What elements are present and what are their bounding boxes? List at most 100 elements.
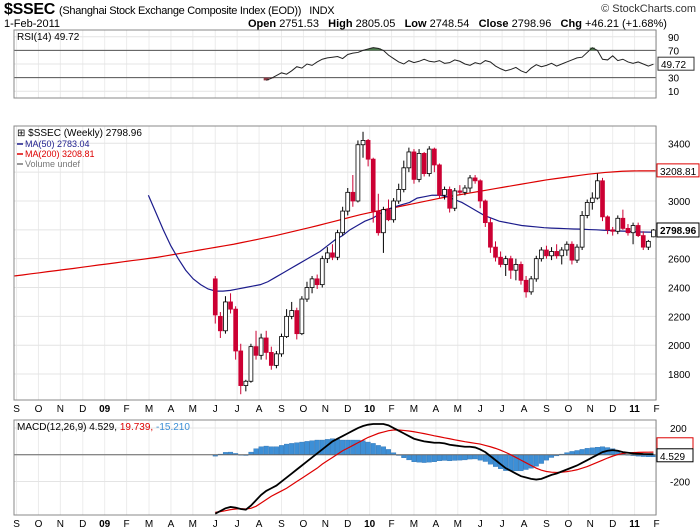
- macd-hist-bar: [518, 454, 524, 472]
- candle-body: [304, 287, 310, 300]
- macd-hist-bar: [442, 454, 448, 461]
- macd-hist-bar: [579, 449, 585, 455]
- macd-hist-bar: [452, 454, 458, 461]
- macd-x-label-12: S: [278, 519, 285, 530]
- price-x-label-12: S: [278, 404, 285, 415]
- candle-body: [294, 310, 300, 335]
- macd-hist-bar: [263, 445, 269, 455]
- price-x-label-9: J: [213, 404, 218, 415]
- candle-body: [416, 152, 422, 180]
- macd-tick-label: -200: [670, 478, 690, 489]
- candle-body: [544, 249, 549, 257]
- macd-hist-bar: [340, 439, 346, 455]
- rsi-tick-label: 90: [668, 33, 680, 44]
- macd-x-label-9: J: [213, 519, 218, 530]
- macd-hist-bar: [472, 454, 478, 460]
- candle-body: [355, 144, 361, 202]
- candle-body: [584, 202, 590, 216]
- rsi-tick-label: 70: [668, 46, 680, 57]
- macd-hist-bar: [289, 443, 295, 455]
- close-price-label: 2798.96: [660, 226, 697, 237]
- macd-x-label-11: A: [256, 519, 263, 530]
- macd-hist-bar: [294, 442, 300, 455]
- macd-hist-bar: [482, 454, 488, 462]
- macd-hist-bar: [416, 454, 422, 463]
- candle-body: [630, 225, 636, 234]
- quote-date: 1-Feb-2011: [4, 18, 61, 30]
- candle-body: [533, 258, 539, 280]
- macd-hist-bar: [457, 454, 463, 461]
- candle-body: [253, 346, 259, 356]
- macd-x-label-3: D: [79, 519, 86, 530]
- candle-body: [258, 337, 264, 356]
- macd-x-label-21: J: [478, 519, 483, 530]
- price-tick-label: 1800: [668, 370, 691, 381]
- price-x-label-26: N: [587, 404, 594, 415]
- price-x-label-24: S: [543, 404, 550, 415]
- candle-body: [228, 301, 233, 310]
- price-x-label-28: 11: [629, 404, 640, 415]
- macd-x-label-13: O: [300, 519, 308, 530]
- price-tick-label: 3000: [668, 197, 691, 208]
- macd-hist-bar: [299, 441, 305, 455]
- macd-hist-bar: [309, 440, 315, 455]
- macd-x-label-17: F: [389, 519, 395, 530]
- chart-symbol-header: $SSEC (Shanghai Stock Exchange Composite …: [4, 1, 335, 19]
- macd-title-part-1: 4.529,: [89, 422, 120, 433]
- macd-x-label-0: S: [13, 519, 20, 530]
- macd-x-label-8: M: [189, 519, 197, 530]
- macd-hist-bar: [304, 441, 310, 455]
- price-x-label-5: F: [124, 404, 130, 415]
- price-x-label-22: J: [500, 404, 505, 415]
- candle-body: [350, 191, 356, 202]
- close-price-tag: [656, 222, 700, 238]
- macd-hist-bar: [574, 450, 580, 455]
- candle-body: [325, 252, 330, 260]
- macd-x-label-20: M: [454, 519, 462, 530]
- chg-label: Chg: [560, 18, 582, 30]
- candle-body: [472, 177, 478, 182]
- macd-hist-bar: [411, 454, 417, 462]
- price-x-label-0: S: [13, 404, 20, 415]
- candle-body: [447, 189, 452, 209]
- symbol: $SSEC: [4, 1, 55, 18]
- macd-current-tag: [656, 448, 694, 463]
- candle-body: [340, 210, 345, 234]
- candle-body: [600, 180, 605, 218]
- price-x-label-8: M: [189, 404, 197, 415]
- candle-body: [218, 315, 223, 332]
- candle-body: [299, 298, 305, 335]
- candle-body: [248, 346, 254, 382]
- macd-x-label-27: D: [609, 519, 616, 530]
- rsi-tick-label: 10: [668, 87, 680, 98]
- price-x-label-23: A: [521, 404, 528, 415]
- price-x-label-6: M: [145, 404, 153, 415]
- candle-body: [314, 278, 320, 286]
- macd-hist-bar: [477, 454, 483, 461]
- ma200-price-label: 3208.81: [660, 167, 697, 178]
- rsi-title: RSI(14) 49.72: [17, 32, 80, 43]
- macd-hist-bar: [436, 454, 442, 462]
- candle-body: [651, 229, 656, 238]
- price-x-label-20: M: [454, 404, 462, 415]
- close-value: 2798.96: [511, 18, 552, 30]
- candle-body: [595, 180, 600, 199]
- macd-current-label: 4.529: [660, 452, 685, 463]
- rsi-current-tag: [657, 56, 695, 71]
- candle-body: [319, 258, 325, 286]
- price-x-label-13: O: [300, 404, 308, 415]
- macd-line: [214, 423, 654, 515]
- candle-body: [640, 235, 646, 248]
- ma50-line: [147, 194, 657, 292]
- price-x-label-27: D: [609, 404, 616, 415]
- rsi-tick-label: 30: [668, 74, 680, 85]
- price-x-label-17: F: [389, 404, 395, 415]
- price-x-label-19: A: [433, 404, 440, 415]
- macd-hist-bar: [426, 454, 432, 463]
- candle-body: [442, 189, 447, 196]
- macd-x-label-26: N: [587, 519, 594, 530]
- candle-body: [406, 151, 412, 169]
- open-label: Open: [248, 18, 277, 30]
- candle-body: [426, 148, 432, 174]
- candle-body: [274, 353, 279, 366]
